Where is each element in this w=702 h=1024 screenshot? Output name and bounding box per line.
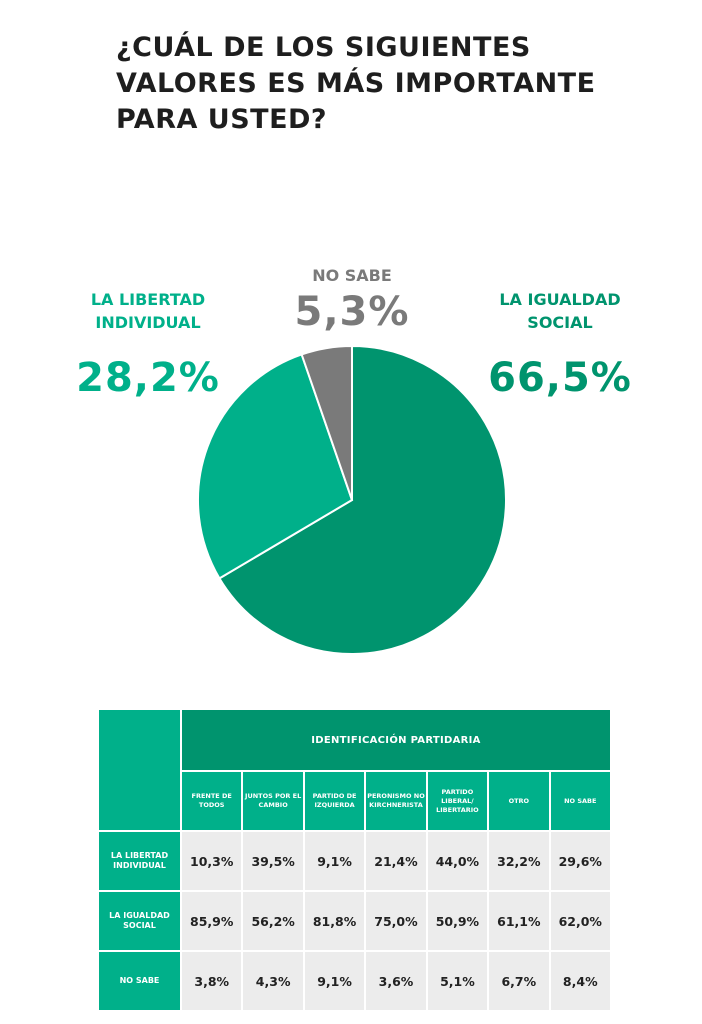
table-cell: 61,1% <box>487 890 551 952</box>
slice-igualdad <box>218 344 507 655</box>
table-cell: 21,4% <box>364 830 428 892</box>
table-row: LA LIBERTAD INDIVIDUAL 10,3% 39,5% 9,1% … <box>97 830 613 892</box>
row-header: NO SABE <box>97 950 182 1012</box>
table-cell: 75,0% <box>364 890 428 952</box>
no-sabe-percent: 5,3% <box>294 289 410 335</box>
table-cell: 6,7% <box>487 950 551 1012</box>
table-group-header: IDENTIFICACIÓN PARTIDARIA <box>180 708 612 772</box>
column-header: JUNTOS POR EL CAMBIO <box>241 770 305 832</box>
table-cell: 10,3% <box>179 830 244 892</box>
table-cell: 29,6% <box>548 830 613 892</box>
table-cell: 8,4% <box>548 950 613 1012</box>
libertad-label: LA LIBERTAD INDIVIDUAL <box>90 290 206 332</box>
row-header: LA IGUALDAD SOCIAL <box>97 890 182 952</box>
table-cell: 9,1% <box>302 950 367 1012</box>
column-header: FRENTE DE TODOS <box>179 770 244 832</box>
column-header: NO SABE <box>548 770 613 832</box>
table-cell: 32,2% <box>487 830 551 892</box>
table-cell: 50,9% <box>425 890 490 952</box>
slice-no-sabe <box>300 344 353 501</box>
igualdad-label: LA IGUALDAD SOCIAL <box>499 290 621 332</box>
table-cell: 9,1% <box>302 830 367 892</box>
no-sabe-label: NO SABE <box>312 266 392 285</box>
table-cell: 5,1% <box>425 950 490 1012</box>
pie-chart <box>197 344 507 655</box>
table-cell: 81,8% <box>302 890 367 952</box>
column-header: OTRO <box>487 770 551 832</box>
table-cell: 44,0% <box>425 830 490 892</box>
table-cell: 4,3% <box>241 950 305 1012</box>
column-header: PARTIDO LIBERAL/ LIBERTARIO <box>425 770 490 832</box>
table-cell: 3,8% <box>179 950 244 1012</box>
libertad-percent: 28,2% <box>76 355 220 401</box>
igualdad-percent: 66,5% <box>488 355 632 401</box>
table-cell: 56,2% <box>241 890 305 952</box>
table-cell: 3,6% <box>364 950 428 1012</box>
crosstab-table: IDENTIFICACIÓN PARTIDARIA FRENTE DE TODO… <box>97 708 613 1012</box>
table-column-headers: FRENTE DE TODOS JUNTOS POR EL CAMBIO PAR… <box>98 770 613 832</box>
table-cell: 39,5% <box>241 830 305 892</box>
column-header: PERONISMO NO KIRCHNERISTA <box>364 770 428 832</box>
row-header: LA LIBERTAD INDIVIDUAL <box>97 830 182 892</box>
table-cell: 85,9% <box>179 890 244 952</box>
table-row: NO SABE 3,8% 4,3% 9,1% 3,6% 5,1% 6,7% 8,… <box>97 950 613 1012</box>
slice-libertad <box>197 353 354 580</box>
table-row: LA IGUALDAD SOCIAL 85,9% 56,2% 81,8% 75,… <box>97 890 613 952</box>
chart-title: ¿CUÁL DE LOS SIGUIENTES VALORES ES MÁS I… <box>116 32 596 135</box>
column-header: PARTIDO DE IZQUIERDA <box>302 770 367 832</box>
table-corner <box>97 708 182 832</box>
table-cell: 62,0% <box>548 890 613 952</box>
